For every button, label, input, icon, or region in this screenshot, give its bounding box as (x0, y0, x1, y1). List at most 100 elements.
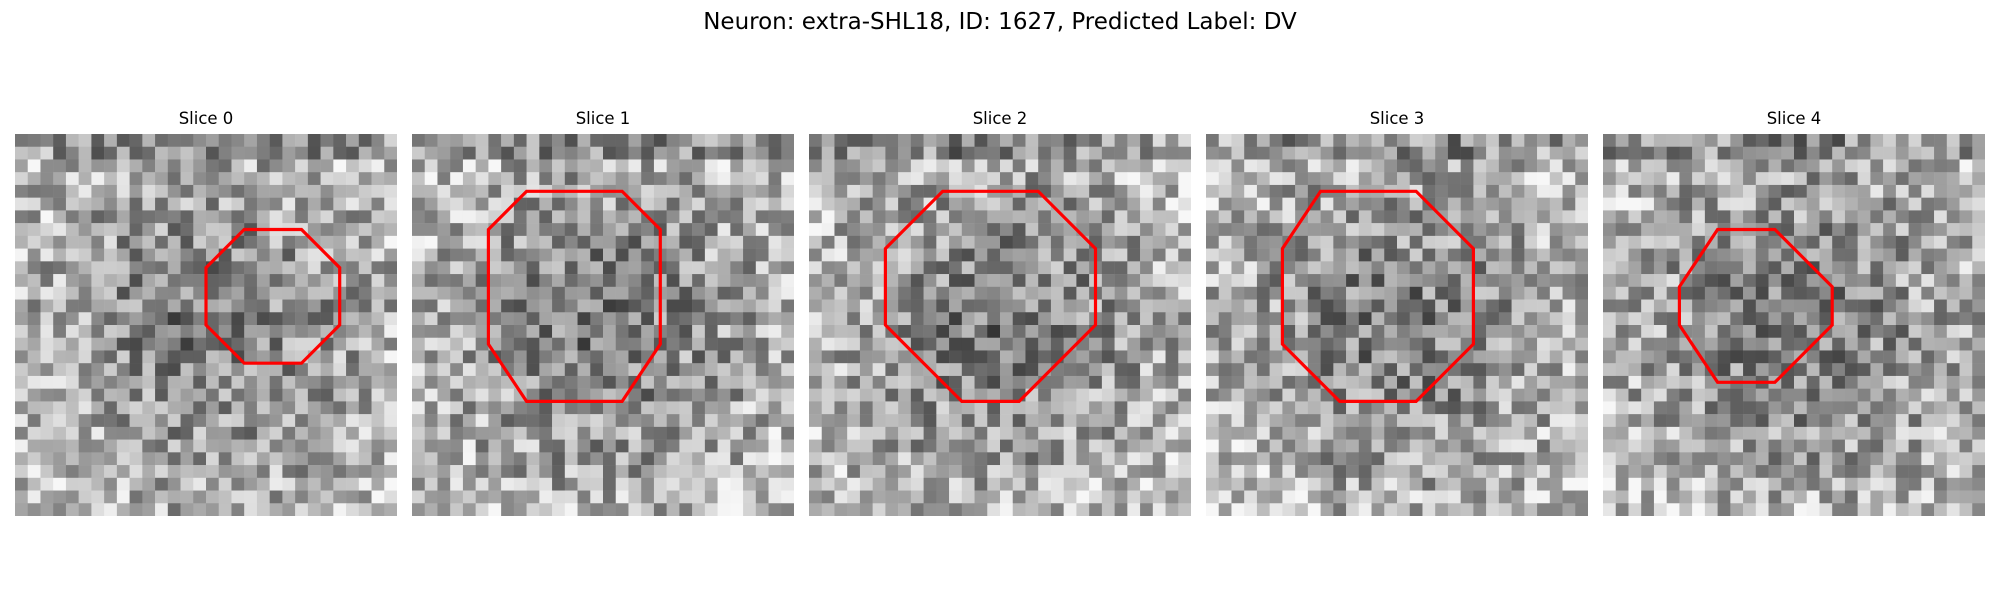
image-pixel (552, 210, 566, 224)
image-pixel (1384, 414, 1398, 428)
image-pixel (15, 388, 28, 402)
image-pixel (142, 337, 156, 351)
image-pixel (1883, 248, 1897, 262)
image-pixel (1921, 426, 1935, 440)
image-pixel (1397, 477, 1410, 491)
image-pixel (256, 286, 270, 300)
image-pixel (1895, 452, 1909, 466)
image-pixel (1832, 197, 1846, 211)
image-pixel (218, 401, 232, 415)
image-pixel (1486, 452, 1500, 466)
image-pixel (1498, 184, 1512, 198)
image-pixel (320, 388, 334, 402)
image-pixel (1231, 477, 1245, 491)
image-pixel (768, 172, 782, 186)
image-pixel (1549, 159, 1563, 173)
image-pixel (371, 337, 385, 351)
image-pixel (1653, 350, 1667, 364)
image-pixel (1358, 401, 1372, 415)
image-pixel (1562, 465, 1576, 479)
image-pixel (1256, 274, 1270, 288)
image-pixel (1524, 274, 1538, 288)
image-pixel (1346, 452, 1360, 466)
image-pixel (358, 146, 372, 160)
image-pixel (1447, 299, 1461, 313)
image-pixel (412, 465, 425, 479)
image-pixel (1934, 184, 1948, 198)
image-pixel (269, 261, 283, 275)
image-pixel (1397, 401, 1410, 415)
image-pixel (949, 414, 963, 428)
image-pixel (781, 337, 794, 351)
image-pixel (1806, 172, 1820, 186)
image-pixel (1460, 286, 1474, 300)
image-pixel (424, 465, 438, 479)
image-pixel (1231, 439, 1245, 453)
image-pixel (1615, 146, 1629, 160)
image-pixel (1934, 312, 1948, 326)
image-pixel (1206, 426, 1219, 440)
image-pixel (1038, 337, 1052, 351)
image-pixel (1908, 312, 1922, 326)
image-pixel (1653, 248, 1667, 262)
image-pixel (1269, 159, 1283, 173)
image-pixel (666, 286, 680, 300)
image-pixel (1333, 414, 1347, 428)
image-pixel (1959, 414, 1973, 428)
image-pixel (1114, 350, 1128, 364)
image-pixel (1178, 159, 1191, 173)
image-pixel (1473, 261, 1487, 275)
image-pixel (577, 363, 591, 377)
image-pixel (1269, 184, 1283, 198)
image-pixel (167, 312, 181, 326)
image-pixel (462, 210, 476, 224)
image-pixel (1422, 286, 1436, 300)
image-pixel (1692, 172, 1706, 186)
image-pixel (1140, 350, 1154, 364)
image-pixel (1844, 439, 1858, 453)
image-pixel (1857, 210, 1871, 224)
image-pixel (704, 388, 718, 402)
image-pixel (1269, 401, 1283, 415)
image-pixel (142, 477, 156, 491)
image-pixel (155, 184, 169, 198)
image-pixel (116, 223, 130, 237)
image-pixel (1819, 159, 1833, 173)
image-pixel (872, 248, 886, 262)
image-pixel (371, 223, 385, 237)
image-pixel (1256, 503, 1270, 516)
image-pixel (1537, 235, 1551, 249)
image-pixel (1025, 146, 1039, 160)
image-pixel (104, 261, 118, 275)
image-pixel (1140, 134, 1154, 147)
image-pixel (552, 134, 566, 147)
image-pixel (371, 159, 385, 173)
image-pixel (717, 146, 731, 160)
image-pixel (462, 184, 476, 198)
image-pixel (781, 146, 794, 160)
image-pixel (462, 235, 476, 249)
image-pixel (513, 477, 527, 491)
image-pixel (1435, 439, 1449, 453)
image-pixel (653, 477, 667, 491)
image-pixel (167, 401, 181, 415)
image-pixel (1832, 465, 1846, 479)
image-pixel (462, 452, 476, 466)
image-pixel (923, 134, 937, 147)
image-pixel (1012, 197, 1026, 211)
image-pixel (40, 426, 54, 440)
image-pixel (1641, 146, 1655, 160)
image-pixel (539, 210, 553, 224)
image-pixel (692, 452, 706, 466)
image-pixel (1832, 159, 1846, 173)
image-pixel (65, 248, 79, 262)
image-pixel (1320, 325, 1334, 338)
image-pixel (577, 197, 591, 211)
image-pixel (1244, 325, 1258, 338)
image-pixel (1959, 503, 1973, 516)
image-pixel (1460, 172, 1474, 186)
image-pixel (809, 184, 822, 198)
image-pixel (1537, 426, 1551, 440)
image-pixel (1371, 299, 1385, 313)
image-pixel (437, 184, 451, 198)
